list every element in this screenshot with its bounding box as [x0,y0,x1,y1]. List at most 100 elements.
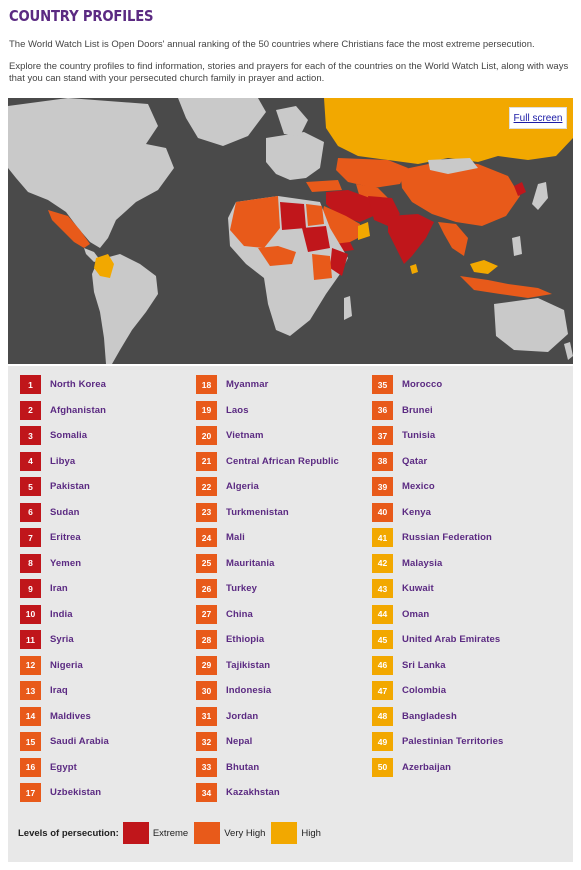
country-link[interactable]: Vietnam [226,430,264,441]
map-turkey[interactable] [306,180,342,192]
country-row[interactable]: 3 Somalia [20,426,109,452]
country-link[interactable]: Nigeria [50,659,83,671]
country-row[interactable]: 23 Turkmenistan [196,502,339,529]
country-row[interactable]: 5 Pakistan [20,477,109,503]
country-link[interactable]: Turkmenistan [226,506,289,518]
country-link[interactable]: India [50,608,73,620]
country-row[interactable]: 4 Libya [20,451,109,478]
map-somalia[interactable] [330,248,348,276]
country-link[interactable]: Mali [226,532,245,543]
country-row[interactable]: 22 Algeria [196,477,339,503]
country-row[interactable]: 30 Indonesia [196,681,339,707]
country-row[interactable]: 42 Malaysia [372,553,503,580]
country-row[interactable]: 16 Egypt [20,757,109,784]
map-ethiopia-kenya[interactable] [312,254,332,280]
country-link[interactable]: Azerbaijan [402,761,452,773]
country-row[interactable]: 46 Sri Lanka [372,655,503,682]
country-link[interactable]: Ethiopia [226,634,265,645]
country-link[interactable]: Turkey [226,583,258,594]
country-link[interactable]: Iran [50,583,68,594]
map-libya[interactable] [280,202,306,230]
country-link[interactable]: Sri Lanka [402,659,446,671]
country-link[interactable]: Mauritania [226,557,275,569]
country-row[interactable]: 12 Nigeria [20,655,109,682]
map-north-africa[interactable] [230,196,280,248]
world-map[interactable] [8,98,573,364]
country-row[interactable]: 31 Jordan [196,706,339,733]
country-link[interactable]: Qatar [402,455,428,467]
country-row[interactable]: 6 Sudan [20,502,109,529]
country-row[interactable]: 13 Iraq [20,681,109,707]
map-oman[interactable] [358,222,370,240]
country-link[interactable]: Libya [50,455,76,467]
country-row[interactable]: 44 Oman [372,604,503,631]
map-malaysia[interactable] [470,260,498,274]
country-link[interactable]: Malaysia [402,557,443,569]
map-nigeria-car[interactable] [258,246,296,266]
country-link[interactable]: Afghanistan [50,404,106,416]
country-row[interactable]: 27 China [196,604,339,631]
country-link[interactable]: Sudan [50,506,80,518]
country-row[interactable]: 10 India [20,604,109,631]
map-mexico[interactable] [48,210,90,248]
country-row[interactable]: 18 Myanmar [196,375,339,401]
country-link[interactable]: Bhutan [226,761,260,773]
country-row[interactable]: 7 Eritrea [20,528,109,554]
country-link[interactable]: Saudi Arabia [50,736,109,747]
country-link[interactable]: Eritrea [50,532,81,543]
country-row[interactable]: 49 Palestinian Territories [372,732,503,758]
country-row[interactable]: 48 Bangladesh [372,706,503,733]
country-row[interactable]: 40 Kenya [372,502,503,529]
map-egypt[interactable] [306,204,324,226]
country-row[interactable]: 21 Central African Republic [196,451,339,478]
country-link[interactable]: Central African Republic [226,455,339,467]
country-link[interactable]: Kazakhstan [226,787,280,798]
country-row[interactable]: 8 Yemen [20,553,109,580]
map-southeast-asia[interactable] [438,222,468,256]
country-row[interactable]: 1 North Korea [20,375,109,401]
map-indonesia[interactable] [460,276,552,298]
map-china[interactable] [400,162,520,226]
country-row[interactable]: 9 Iran [20,579,109,605]
country-row[interactable]: 15 Saudi Arabia [20,732,109,758]
country-row[interactable]: 11 Syria [20,630,109,656]
country-link[interactable]: Laos [226,404,249,416]
country-link[interactable]: Jordan [226,710,259,722]
map-sri-lanka[interactable] [410,264,418,274]
country-row[interactable]: 26 Turkey [196,579,339,605]
country-row[interactable]: 36 Brunei [372,400,503,427]
country-link[interactable]: Algeria [226,481,259,492]
country-row[interactable]: 39 Mexico [372,477,503,503]
country-row[interactable]: 33 Bhutan [196,757,339,784]
country-link[interactable]: Somalia [50,430,88,441]
map-india[interactable] [388,214,434,264]
country-link[interactable]: Uzbekistan [50,787,102,798]
map-kazakhstan[interactable] [336,158,408,188]
country-link[interactable]: Egypt [50,761,77,773]
country-row[interactable]: 28 Ethiopia [196,630,339,656]
country-link[interactable]: Russian Federation [402,532,492,543]
country-link[interactable]: Iraq [50,685,68,696]
country-row[interactable]: 29 Tajikistan [196,655,339,682]
country-row[interactable]: 25 Mauritania [196,553,339,580]
country-link[interactable]: Palestinian Territories [402,736,504,747]
country-link[interactable]: Colombia [402,685,447,696]
country-link[interactable]: Nepal [226,736,253,747]
map-north-korea[interactable] [514,182,526,196]
country-row[interactable]: 24 Mali [196,528,339,554]
country-link[interactable]: Mexico [402,481,435,492]
map-colombia[interactable] [94,254,114,278]
country-link[interactable]: Indonesia [226,685,272,696]
country-link[interactable]: Yemen [50,557,82,569]
country-link[interactable]: North Korea [50,379,106,390]
country-link[interactable]: Tajikistan [226,659,271,671]
country-link[interactable]: Brunei [402,404,433,416]
world-map-svg[interactable] [8,98,573,364]
country-row[interactable]: 37 Tunisia [372,426,503,452]
country-link[interactable]: Bangladesh [402,710,457,722]
country-link[interactable]: Maldives [50,710,91,722]
map-sudan[interactable] [302,226,330,252]
country-link[interactable]: Myanmar [226,379,269,390]
country-row[interactable]: 50 Azerbaijan [372,757,503,784]
country-row[interactable]: 45 United Arab Emirates [372,630,503,656]
